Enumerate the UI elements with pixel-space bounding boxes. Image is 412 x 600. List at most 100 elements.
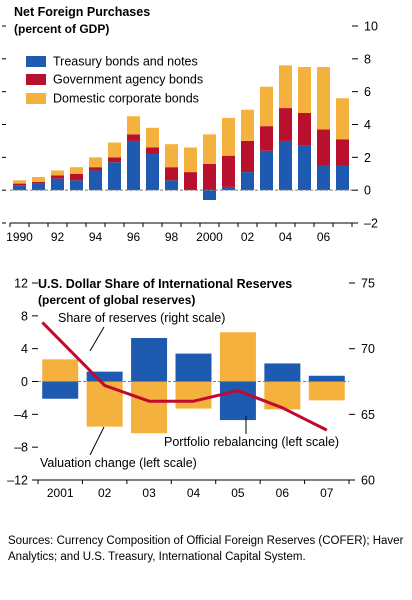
bar-treasury-2001 xyxy=(42,381,79,399)
bar-treasury-05 xyxy=(219,381,256,421)
legend-swatch-corporate xyxy=(26,93,46,104)
bar-agency-1996 xyxy=(127,134,140,141)
x-tick-label: 05 xyxy=(231,486,245,500)
y-tick-label: 10 xyxy=(364,20,378,34)
bar-agency-1997 xyxy=(146,147,159,155)
y-right-tick-label: 75 xyxy=(361,277,375,291)
x-tick-label: 92 xyxy=(51,230,65,244)
bar-corporate-2003 xyxy=(260,86,273,127)
bar-agency-2002 xyxy=(241,140,254,173)
bar-treasury-03 xyxy=(131,337,168,382)
chart1-bars xyxy=(13,65,349,201)
chart2-subtitle: (percent of global reserves) xyxy=(38,293,195,307)
x-tick-label: 04 xyxy=(187,486,201,500)
x-tick-label: 2001 xyxy=(47,486,74,500)
bar-corporate-1990 xyxy=(13,180,26,184)
legend-swatch-treasury xyxy=(26,56,46,67)
y-right-tick-label: 70 xyxy=(361,342,375,356)
bar-corporate-1991 xyxy=(32,177,45,182)
bar-corporate-2005 xyxy=(298,67,311,114)
legend-label: Government agency bonds xyxy=(53,73,203,87)
sources-label: Sources: xyxy=(8,535,54,547)
y-tick-label: 8 xyxy=(364,52,371,66)
chart2-title: U.S. Dollar Share of International Reser… xyxy=(38,277,292,291)
legend-swatch-agency xyxy=(26,74,46,85)
bar-corporate-2000 xyxy=(203,134,216,164)
x-tick-label: 94 xyxy=(89,230,103,244)
bar-treasury-1996 xyxy=(127,140,140,191)
bar-agency-1992 xyxy=(51,175,64,179)
bar-corporate-2006 xyxy=(317,67,330,130)
y-left-tick-label: –12 xyxy=(7,474,28,488)
bar-treasury-2002 xyxy=(241,172,254,191)
bar-corporate-03 xyxy=(131,381,168,434)
bar-agency-2001 xyxy=(222,155,235,187)
leader-valuation xyxy=(89,426,105,456)
y-right-tick-label: 65 xyxy=(361,408,375,422)
y-tick-label: –2 xyxy=(364,217,378,231)
bar-corporate-06 xyxy=(264,381,301,410)
bar-agency-1998 xyxy=(165,167,178,181)
bar-agency-2005 xyxy=(298,113,311,146)
label-share-of-reserves: Share of reserves (right scale) xyxy=(58,311,225,325)
bar-corporate-1993 xyxy=(70,167,83,174)
bar-agency-1993 xyxy=(70,173,83,181)
bar-agency-1994 xyxy=(89,167,102,171)
bar-corporate-1998 xyxy=(165,144,178,168)
bar-corporate-1995 xyxy=(108,142,121,158)
x-tick-label: 06 xyxy=(317,230,331,244)
y-left-tick-label: 12 xyxy=(14,277,28,291)
chart1-subtitle: (percent of GDP) xyxy=(14,22,109,36)
bar-treasury-1993 xyxy=(70,180,83,191)
bar-treasury-2003 xyxy=(260,150,273,191)
bar-treasury-1997 xyxy=(146,154,159,191)
bar-agency-2006 xyxy=(317,129,330,166)
bar-corporate-2001 xyxy=(42,359,79,382)
sources-note: Sources: Currency Composition of Officia… xyxy=(8,533,404,565)
bar-agency-1991 xyxy=(32,181,45,184)
x-tick-label: 07 xyxy=(320,486,334,500)
bar-agency-1999 xyxy=(184,172,197,191)
bar-corporate-04 xyxy=(175,381,212,409)
bar-treasury-2001 xyxy=(222,186,235,191)
bar-agency-2003 xyxy=(260,126,273,151)
bar-treasury-1998 xyxy=(165,180,178,191)
chart1-axes: 1990 92 94 96 98 2000 02 04 06 10 8 6 4 2 0 –2 xyxy=(2,20,378,244)
chart1-title: Net Foreign Purchases xyxy=(14,5,150,19)
y-left-tick-label: 0 xyxy=(21,375,28,389)
bar-corporate-2007 xyxy=(336,98,349,140)
y-left-tick-label: 4 xyxy=(21,342,28,356)
bar-treasury-2005 xyxy=(298,145,311,191)
figure: Net Foreign Purchases (percent of GDP) T… xyxy=(2,5,378,500)
bar-treasury-07 xyxy=(308,375,345,382)
legend-label: Domestic corporate bonds xyxy=(53,92,199,106)
bar-corporate-2001 xyxy=(222,117,235,156)
bar-treasury-02 xyxy=(86,371,123,382)
bar-treasury-1991 xyxy=(32,183,45,191)
bar-agency-1995 xyxy=(108,157,121,163)
x-tick-label: 06 xyxy=(276,486,290,500)
bar-treasury-1992 xyxy=(51,178,64,191)
y-tick-label: 4 xyxy=(364,118,371,132)
bar-corporate-1992 xyxy=(51,170,64,176)
chart2-annotations: Share of reserves (right scale) Portfolio… xyxy=(40,311,339,470)
y-left-tick-label: –8 xyxy=(14,441,28,455)
x-tick-label: 02 xyxy=(241,230,255,244)
y-tick-label: 0 xyxy=(364,184,371,198)
bar-treasury-1990 xyxy=(13,185,26,191)
bar-agency-1990 xyxy=(13,183,26,186)
bar-corporate-1994 xyxy=(89,157,102,168)
chart1-legend: Treasury bonds and notes Government agenc… xyxy=(26,55,203,106)
label-portfolio-rebalancing: Portfolio rebalancing (left scale) xyxy=(164,435,339,449)
y-tick-label: 6 xyxy=(364,85,371,99)
bar-agency-2007 xyxy=(336,139,349,166)
leader-share xyxy=(89,326,105,352)
bar-corporate-1996 xyxy=(127,116,140,135)
bar-treasury-2006 xyxy=(317,165,330,191)
chart2-share-line xyxy=(41,321,328,432)
bar-treasury-1995 xyxy=(108,162,121,191)
x-tick-label: 02 xyxy=(98,486,112,500)
y-right-tick-label: 60 xyxy=(361,474,375,488)
x-tick-label: 2000 xyxy=(196,230,223,244)
legend-label: Treasury bonds and notes xyxy=(53,55,198,69)
